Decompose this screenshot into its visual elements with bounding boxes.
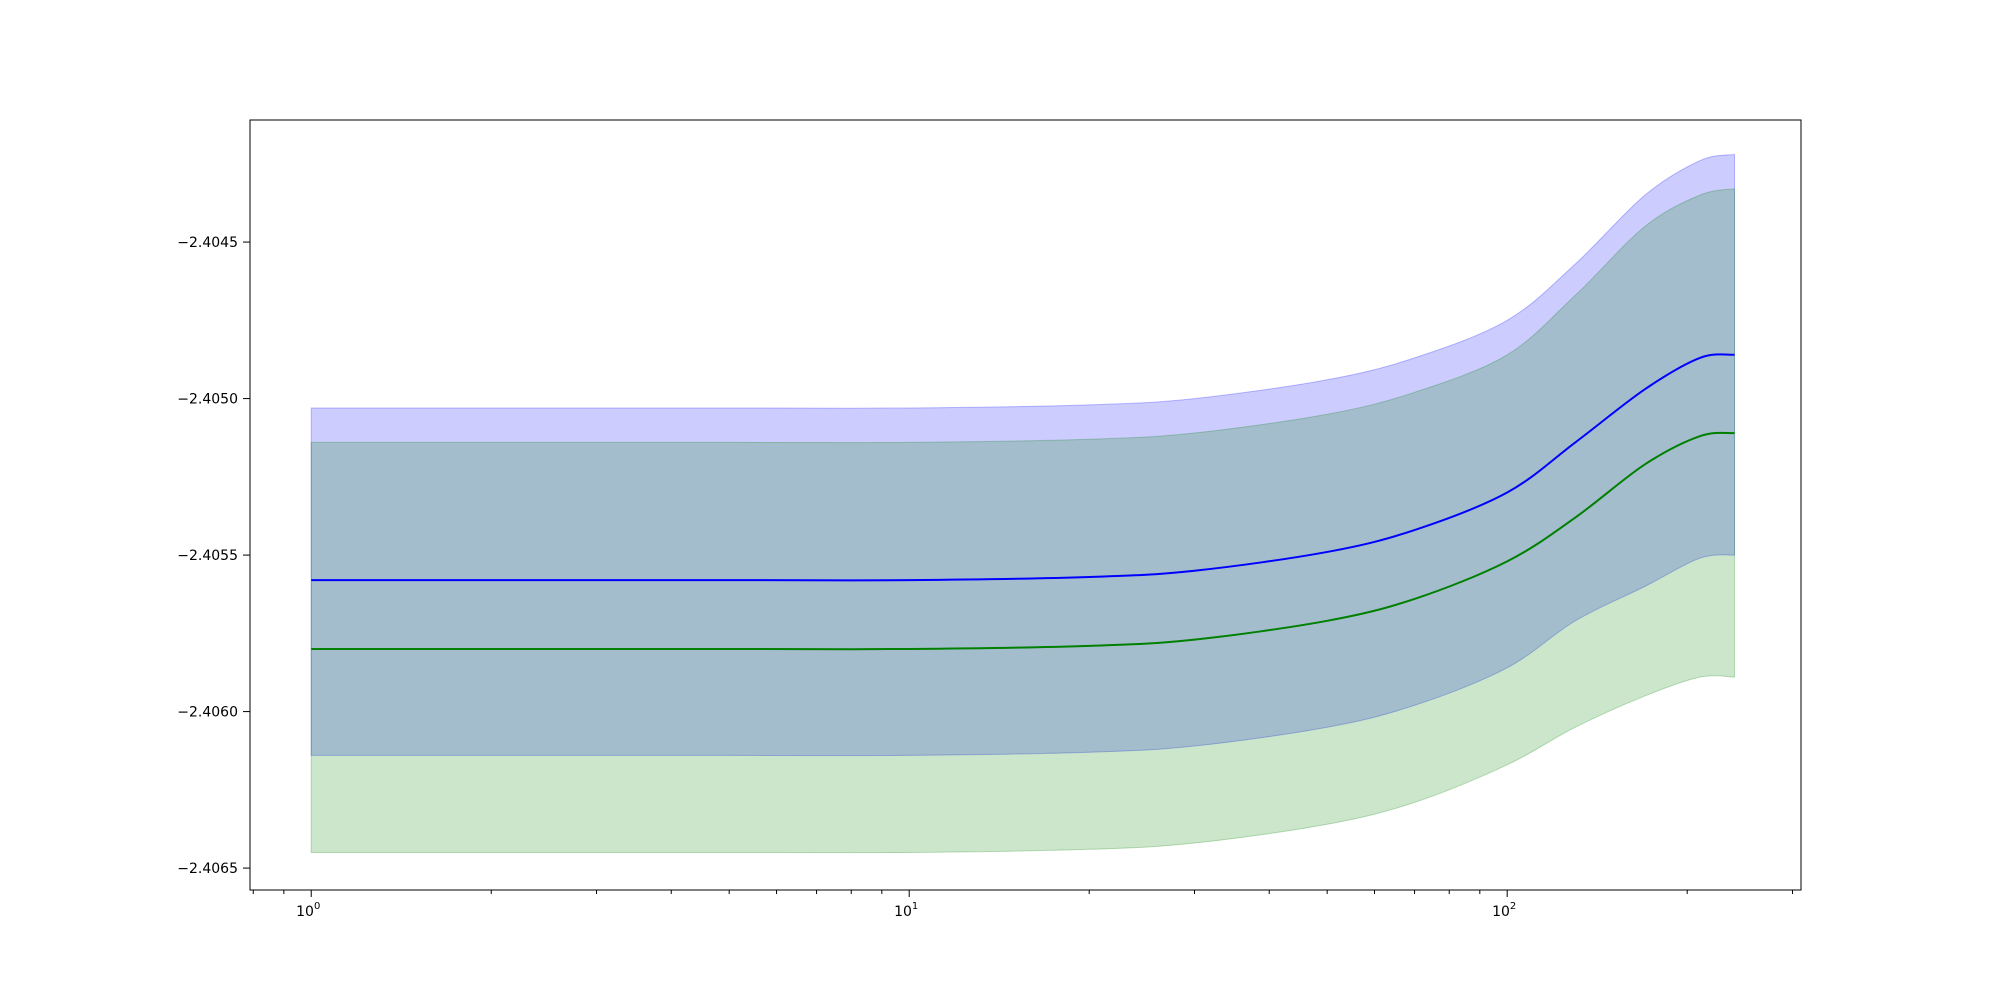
x-tick-label: 100 (296, 901, 320, 920)
y-tick-label: −2.4050 (177, 392, 238, 408)
axes-frame (249, 119, 1802, 891)
series-lines (311, 353, 1735, 651)
y-tick-label: −2.4065 (177, 861, 238, 877)
series-line-1 (311, 353, 1735, 582)
y-tick-label: −2.4060 (177, 705, 238, 721)
confidence-bands (310, 153, 1736, 854)
confidence-band-2 (310, 188, 1736, 854)
x-tick-label: 101 (894, 901, 918, 920)
confidence-band-1 (310, 153, 1736, 757)
y-tick-label: −2.4045 (177, 235, 238, 251)
y-axis: −2.4045 −2.4050 −2.4055 −2.4060 −2.4065 (177, 235, 250, 877)
x-tick-label: 102 (1492, 901, 1516, 920)
series-line-2 (311, 431, 1735, 651)
x-axis: 100 101 102 (252, 890, 1793, 920)
y-tick-label: −2.4055 (177, 548, 238, 564)
